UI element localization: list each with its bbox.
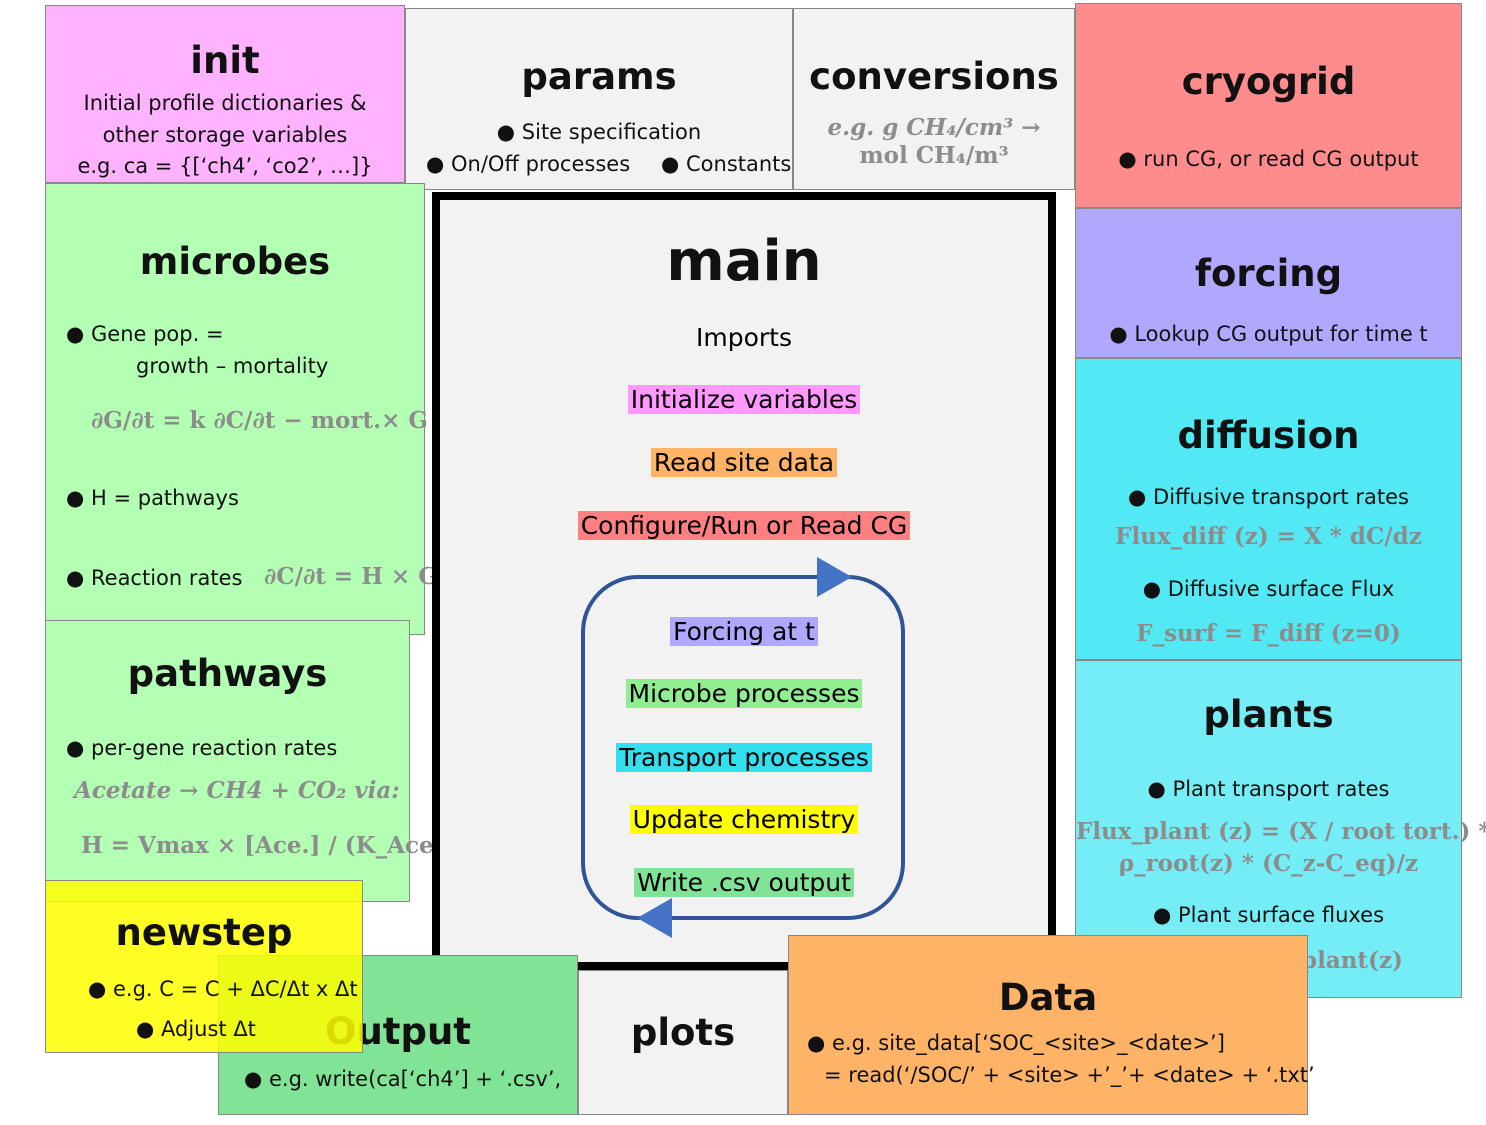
box-line: e.g. ca = {[‘ch4’, ‘co2’, …]} bbox=[77, 154, 373, 178]
main-item-label: Initialize variables bbox=[627, 385, 861, 414]
main-item: Write .csv output bbox=[440, 866, 1048, 900]
box-line: ● Constants bbox=[661, 152, 792, 176]
box-line: ● per-gene reaction rates bbox=[66, 736, 338, 760]
box-line: ● Gene pop. = bbox=[66, 322, 224, 346]
box-data: Data ● e.g. site_data[‘SOC_<site>_<date>’… bbox=[788, 935, 1315, 1115]
box-line: ● Adjust Δt bbox=[136, 1017, 256, 1041]
box-line: ● Site specification bbox=[496, 120, 702, 144]
box-title: Data bbox=[998, 976, 1098, 1019]
box-main: main Imports Initialize variables Read site… bbox=[432, 192, 1056, 970]
main-item-label: Write .csv output bbox=[634, 868, 854, 897]
box-line: ● On/Off processes bbox=[426, 152, 631, 176]
box-title: plots bbox=[630, 1011, 736, 1054]
box-line: e.g. g CH₄/cm³ → bbox=[827, 114, 1041, 141]
main-item: Initialize variables bbox=[440, 383, 1048, 417]
box-title: cryogrid bbox=[1181, 60, 1356, 103]
box-conversions: conversions e.g. g CH₄/cm³ → mol CH₄/m³ bbox=[793, 8, 1075, 190]
box-line: ● e.g. write(ca[‘ch4’] + ‘.csv’, bbox=[244, 1067, 562, 1091]
main-item: Forcing at t bbox=[440, 615, 1048, 649]
box-line: ● Reaction rates bbox=[66, 566, 243, 590]
main-item: Configure/Run or Read CG bbox=[440, 509, 1048, 543]
box-line: ● Plant surface fluxes bbox=[1152, 903, 1385, 927]
box-pathways: pathways ● per-gene reaction rates Acetate… bbox=[45, 620, 540, 902]
main-item-label: Microbe processes bbox=[625, 679, 863, 708]
box-line: Acetate → CH4 + CO₂ via: bbox=[74, 777, 400, 804]
loop-arrow bbox=[581, 557, 905, 938]
main-item-label: Read site data bbox=[650, 448, 838, 477]
box-title: plants bbox=[1203, 693, 1334, 736]
box-plots: plots bbox=[578, 970, 788, 1115]
box-params: params ● Site specification ● On/Off proce… bbox=[405, 8, 793, 190]
main-item-label: Configure/Run or Read CG bbox=[577, 511, 911, 540]
box-init: init Initial profile dictionaries & other … bbox=[45, 5, 405, 183]
box-title: newstep bbox=[115, 911, 293, 954]
box-cryogrid: cryogrid ● run CG, or read CG output bbox=[1075, 3, 1462, 208]
box-line: Flux_plant (z) = (X / root tort.) * bbox=[1076, 818, 1486, 845]
box-line: ● run CG, or read CG output bbox=[1118, 147, 1419, 171]
box-line: ● Plant transport rates bbox=[1147, 777, 1390, 801]
box-line: ● H = pathways bbox=[66, 486, 239, 510]
box-line: ● Diffusive transport rates bbox=[1128, 485, 1409, 509]
box-line: Flux_diff (z) = X * dC/dz bbox=[1115, 523, 1422, 550]
main-item: Transport processes bbox=[440, 741, 1048, 775]
box-title: conversions bbox=[809, 55, 1059, 98]
main-item: Microbe processes bbox=[440, 677, 1048, 711]
box-line: ● e.g. C = C + ΔC/Δt x Δt bbox=[88, 977, 358, 1001]
main-item-label: Forcing at t bbox=[670, 617, 818, 646]
box-line: ρ_root(z) * (C_z-C_eq)/z bbox=[1118, 850, 1419, 877]
box-line: other storage variables bbox=[102, 123, 348, 147]
main-title: main bbox=[666, 229, 822, 294]
main-item-label: Transport processes bbox=[616, 743, 872, 772]
box-title: forcing bbox=[1194, 252, 1343, 295]
box-line: ● Lookup CG output for time t bbox=[1109, 322, 1428, 346]
main-item-label: Imports bbox=[696, 323, 792, 352]
box-title: pathways bbox=[127, 652, 328, 695]
box-title: diffusion bbox=[1177, 414, 1360, 457]
box-line: ● e.g. site_data[‘SOC_<site>_<date>’] bbox=[807, 1031, 1225, 1055]
box-line: mol CH₄/m³ bbox=[859, 142, 1009, 169]
box-diffusion: diffusion ● Diffusive transport rates Flux… bbox=[1075, 358, 1462, 660]
box-forcing: forcing ● Lookup CG output for time t bbox=[1075, 208, 1462, 358]
box-line: F_surf = F_diff (z=0) bbox=[1136, 620, 1401, 647]
main-item: Read site data bbox=[440, 446, 1048, 480]
main-item: Imports bbox=[440, 321, 1048, 355]
box-title: init bbox=[190, 39, 260, 82]
main-item: Update chemistry bbox=[440, 803, 1048, 837]
box-title: params bbox=[521, 55, 677, 98]
main-item-label: Update chemistry bbox=[629, 805, 859, 834]
box-microbes: microbes ● Gene pop. = growth – mortality ∂… bbox=[45, 183, 438, 635]
box-line: ● Diffusive surface Flux bbox=[1142, 577, 1395, 601]
box-line: growth – mortality bbox=[136, 354, 329, 378]
box-title: microbes bbox=[139, 240, 331, 283]
box-line: ∂G/∂t = k ∂C/∂t − mort.× G bbox=[91, 407, 429, 434]
box-line: Initial profile dictionaries & bbox=[83, 91, 367, 115]
box-line: = read(‘/SOC/’ + <site> +’_’+ <date> + ‘… bbox=[824, 1063, 1315, 1087]
box-newstep: newstep ● e.g. C = C + ΔC/Δt x Δt ● Adjust… bbox=[45, 880, 363, 1053]
box-line: ∂C/∂t = H × G bbox=[264, 563, 438, 590]
